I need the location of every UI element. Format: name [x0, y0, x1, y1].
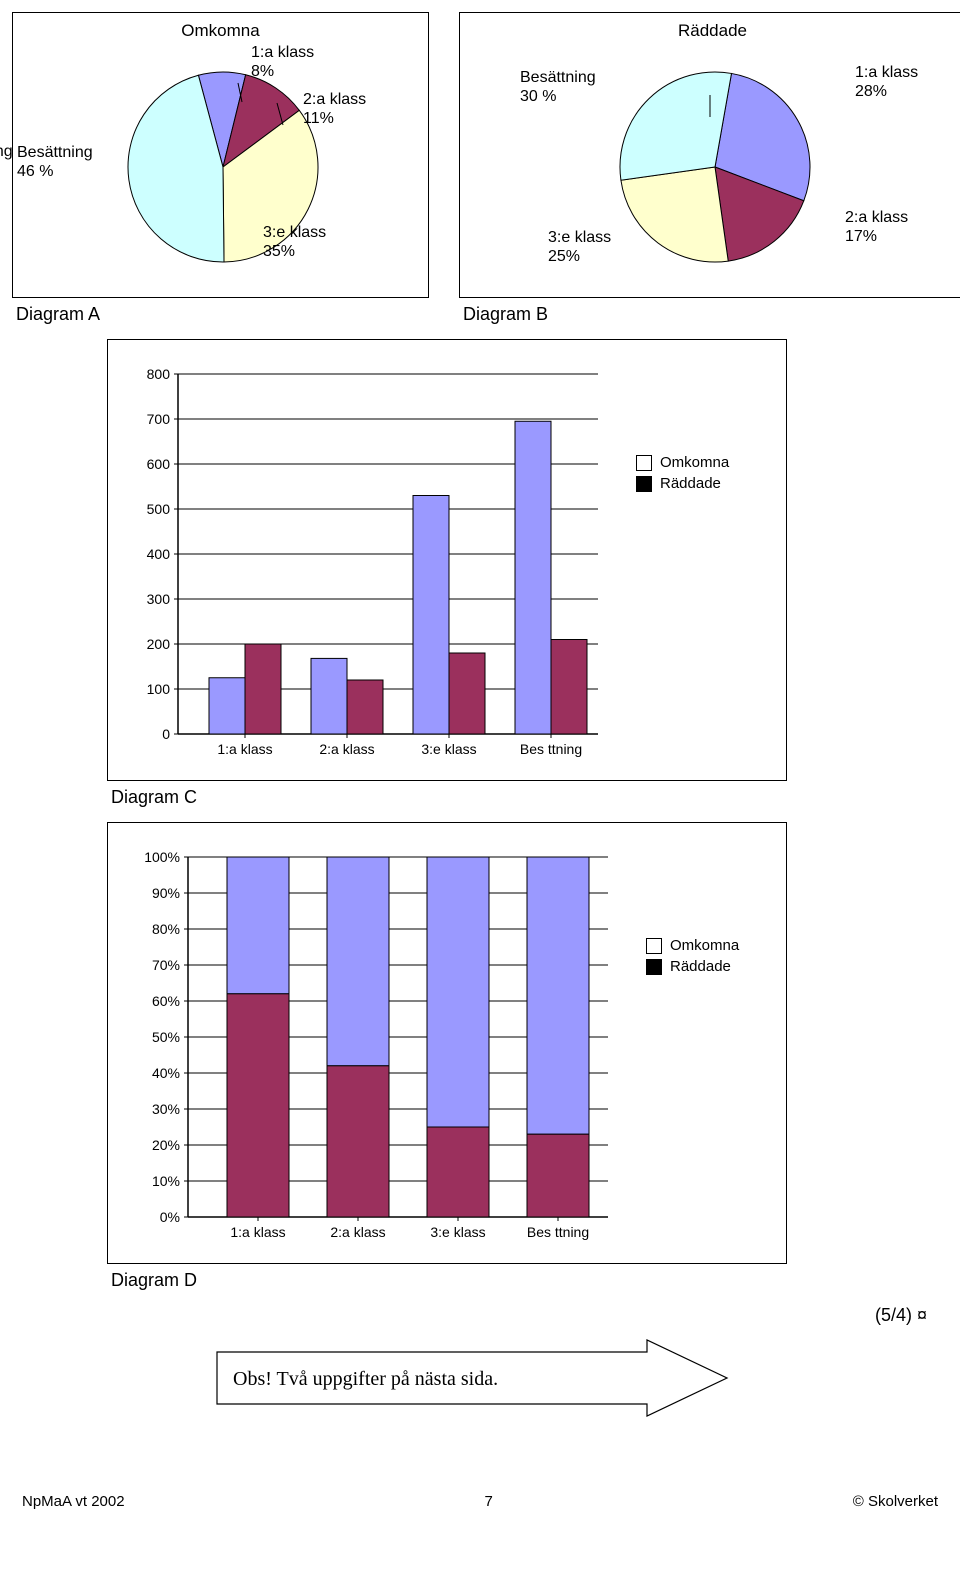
svg-text:0%: 0% — [160, 1209, 180, 1225]
svg-text:90%: 90% — [152, 885, 180, 901]
legend-label-raddade: Räddade — [660, 475, 721, 492]
svg-text:10%: 10% — [152, 1173, 180, 1189]
svg-text:3:e klass: 3:e klass — [430, 1224, 485, 1240]
footer-center: 7 — [484, 1493, 492, 1510]
svg-text:400: 400 — [147, 546, 171, 562]
pie-slice-label-2a: 2:a klass17% — [845, 208, 908, 246]
svg-text:100%: 100% — [144, 849, 180, 865]
legend-swatch-raddade — [636, 476, 652, 492]
legend-label-omkomna: Omkomna — [660, 454, 729, 471]
svg-text:100: 100 — [147, 681, 171, 697]
legend-swatch-omkomna — [636, 455, 652, 471]
legend-swatch-raddade-d — [646, 959, 662, 975]
diagram-c-label: Diagram C — [111, 787, 948, 808]
svg-text:Obs! Två uppgifter på nästa si: Obs! Två uppgifter på nästa sida. — [233, 1368, 498, 1390]
svg-text:700: 700 — [147, 411, 171, 427]
score-text: (5/4) ¤ — [107, 1305, 927, 1326]
svg-text:300: 300 — [147, 591, 171, 607]
diagram-b-label: Diagram B — [463, 304, 960, 325]
pie-slice-label-bes: Besättning30 % — [520, 68, 596, 106]
diagram-d-label: Diagram D — [111, 1270, 948, 1291]
svg-text:200: 200 — [147, 636, 171, 652]
svg-text:40%: 40% — [152, 1065, 180, 1081]
svg-text:60%: 60% — [152, 993, 180, 1009]
pie-a-title: Omkomna — [23, 21, 418, 41]
pie-a-outside-label: Besättning46 % — [0, 142, 13, 180]
svg-text:1:a klass: 1:a klass — [217, 741, 272, 757]
svg-text:3:e klass: 3:e klass — [421, 741, 476, 757]
pie-slice-label-1a: 1:a klass8% — [251, 43, 314, 81]
svg-text:30%: 30% — [152, 1101, 180, 1117]
svg-text:800: 800 — [147, 366, 171, 382]
svg-text:80%: 80% — [152, 921, 180, 937]
footer-right: © Skolverket — [853, 1493, 938, 1510]
next-page-arrow: Obs! Två uppgifter på nästa sida. — [207, 1338, 927, 1423]
pie-panel-a: Omkomna 1:a klass8% 2:a klass11% 3:e klass… — [12, 12, 429, 298]
pie-b-title: Räddade — [470, 21, 955, 41]
bar-chart-c: 0 100 200 300 400 500 600 700 800 1:a klass 2:a kl… — [128, 364, 608, 764]
svg-text:50%: 50% — [152, 1029, 180, 1045]
bar-c-legend: Omkomna Räddade — [636, 454, 729, 496]
legend-label-raddade-d: Räddade — [670, 958, 731, 975]
svg-text:Bes ttning: Bes ttning — [527, 1224, 589, 1240]
svg-text:500: 500 — [147, 501, 171, 517]
legend-swatch-omkomna-d — [646, 938, 662, 954]
svg-text:2:a klass: 2:a klass — [330, 1224, 385, 1240]
pie-slice-label-2a: 2:a klass11% — [303, 90, 366, 128]
svg-text:1:a klass: 1:a klass — [230, 1224, 285, 1240]
svg-text:20%: 20% — [152, 1137, 180, 1153]
svg-text:70%: 70% — [152, 957, 180, 973]
bar-d-legend: Omkomna Räddade — [646, 937, 739, 979]
pie-slice-label-3e: 3:e klass35% — [263, 223, 326, 261]
legend-label-omkomna-d: Omkomna — [670, 937, 739, 954]
svg-text:0: 0 — [162, 726, 170, 742]
svg-text:Bes ttning: Bes ttning — [520, 741, 582, 757]
footer-left: NpMaA vt 2002 — [22, 1493, 125, 1510]
pie-slice-label-3e: 3:e klass25% — [548, 228, 611, 266]
svg-text:600: 600 — [147, 456, 171, 472]
svg-text:2:a klass: 2:a klass — [319, 741, 374, 757]
bar-chart-d-panel: 0% 10% 20% 30% 40% 50% 60% 70% 80% 90% 100% 1:a kla… — [107, 822, 787, 1264]
pie-panel-b: Räddade 1:a klass28% 2:a klass17% 3:e klas… — [459, 12, 960, 298]
diagram-a-label: Diagram A — [16, 304, 429, 325]
page-footer: NpMaA vt 2002 7 © Skolverket — [12, 1493, 948, 1510]
bar-chart-d: 0% 10% 20% 30% 40% 50% 60% 70% 80% 90% 100% 1:a kla… — [128, 847, 618, 1247]
pie-slice-label-1a: 1:a klass28% — [855, 63, 918, 101]
pie-slice-label-bes: Besättning46 % — [17, 143, 93, 181]
bar-chart-c-panel: 0 100 200 300 400 500 600 700 800 1:a klass 2:a kl… — [107, 339, 787, 781]
